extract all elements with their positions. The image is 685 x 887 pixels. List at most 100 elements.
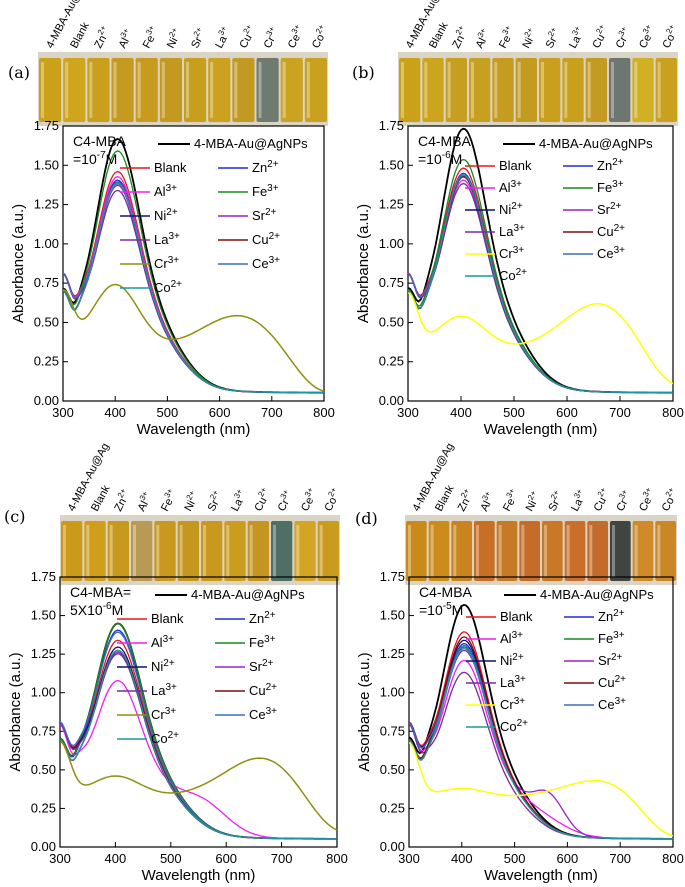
y-tick-label: 0.75 <box>31 723 56 738</box>
vial <box>655 58 677 122</box>
vial-label-charge: 2+ <box>523 26 535 39</box>
vial-label: Ni2+ <box>521 489 544 514</box>
vial-highlight <box>319 525 323 577</box>
vial-label: Cu2+ <box>588 23 612 51</box>
vial <box>84 521 106 581</box>
vial-label-charge: 2+ <box>167 26 179 39</box>
y-tick-label: 0.75 <box>379 275 404 290</box>
legend-entry: 4-MBA-Au@AgNPs <box>540 587 654 602</box>
legend-entry: Ni2+ <box>499 201 523 217</box>
vial-highlight <box>517 62 521 118</box>
legend-entry-base: Sr <box>249 659 263 674</box>
vial-label-base: Fe <box>141 33 158 50</box>
vial <box>135 58 158 122</box>
vial-label-base: Ce <box>299 495 316 513</box>
vial-label-charge: 2+ <box>314 23 326 36</box>
vial-label-charge: 3+ <box>500 24 512 37</box>
x-tick-label: 700 <box>261 405 283 420</box>
legend-entry: Ni2+ <box>151 658 175 674</box>
legend-entry: Ce3+ <box>249 706 277 722</box>
x-tick-label: 800 <box>326 851 348 866</box>
vial-highlight <box>494 62 498 118</box>
x-tick-label: 300 <box>397 405 419 420</box>
legend-entry: La3+ <box>500 674 526 690</box>
vial-label-charge: 2+ <box>526 489 538 502</box>
vial-label-charge: 3+ <box>279 488 291 501</box>
conc-line1: C4-MBA= <box>70 584 131 600</box>
vial <box>131 521 153 581</box>
series-line <box>408 174 673 394</box>
legend-entry-base: Al <box>151 635 163 650</box>
vial <box>515 58 537 122</box>
vial-label-base: Sr <box>544 35 560 51</box>
vial-label-base: Ni <box>165 36 180 51</box>
legend-entry-charge: 2+ <box>269 231 281 242</box>
legend-entry: La3+ <box>151 682 177 698</box>
vial-label: Sr2+ <box>544 488 567 513</box>
vial-label: Cr3+ <box>612 488 635 514</box>
legend-entry: Fe3+ <box>249 634 276 650</box>
conc-line2-part0: =10 <box>419 602 443 618</box>
vial-label: Fe3+ <box>498 487 522 514</box>
vial-highlight <box>133 525 136 577</box>
vial-label-base: Cr <box>276 497 292 513</box>
vial-highlight <box>657 62 661 118</box>
vial-label-charge: 3+ <box>476 26 488 39</box>
vial-label-base: Zn <box>450 33 467 50</box>
x-tick-label: 400 <box>451 851 473 866</box>
vial-label: Co2+ <box>657 486 681 514</box>
vial-label-base: Cu <box>237 32 254 50</box>
vial-label: Sr2+ <box>541 25 564 50</box>
legend-entry: Sr2+ <box>597 201 622 217</box>
vial-label-base: Co <box>310 32 327 50</box>
series-line <box>60 622 337 840</box>
vial-label: Al3+ <box>133 489 155 513</box>
vial-label: Cu2+ <box>235 23 259 51</box>
conc-line2-part0: =10 <box>73 151 97 167</box>
y-tick-label: 1.25 <box>34 197 59 212</box>
vial-label-base: Fe <box>159 496 176 513</box>
series-line <box>63 182 324 394</box>
panel-letter: (a) <box>8 63 30 82</box>
vial <box>154 521 176 581</box>
legend-entry: Sr2+ <box>252 207 277 223</box>
vial <box>406 521 427 581</box>
vial-label-charge: 2+ <box>664 23 676 36</box>
legend-entry: Al3+ <box>499 179 522 195</box>
vial <box>224 521 246 581</box>
vial-label-base: Cu <box>252 495 269 513</box>
y-axis-title: Absorbance (a.u.) <box>10 204 27 323</box>
y-tick-label: 1.50 <box>379 157 404 172</box>
series-line-cr <box>408 292 673 385</box>
legend-entry: Zn2+ <box>598 608 625 624</box>
conc-line2-part1: -6 <box>103 601 112 612</box>
x-tick-label: 800 <box>662 851 684 866</box>
vial-highlight <box>476 525 479 577</box>
legend-entry-base: Ni <box>151 659 163 674</box>
vial-highlight <box>63 525 66 577</box>
legend-entry-charge: 2+ <box>262 658 274 669</box>
vial-highlight <box>453 525 457 577</box>
vial-label-charge: 3+ <box>617 25 629 38</box>
vial-label: Ni2+ <box>518 26 541 51</box>
y-tick-label: 0.25 <box>31 800 56 815</box>
y-tick-label: 1.00 <box>380 685 405 700</box>
vial-highlight <box>273 525 276 577</box>
vial <box>280 58 303 122</box>
legend-entry-charge: 2+ <box>168 730 180 741</box>
legend-entry-base: Ce <box>598 697 615 712</box>
legend-entry-charge: 3+ <box>264 634 276 645</box>
vial <box>492 58 514 122</box>
panel-letter: (b) <box>352 63 375 82</box>
vial-label: Cr3+ <box>259 25 282 51</box>
legend-entry-base: Co <box>154 280 171 295</box>
vial-label-base: Ce <box>637 32 654 50</box>
y-tick-label: 1.50 <box>380 608 405 623</box>
legend-entry: Zn2+ <box>597 157 624 173</box>
vial-label-charge: 3+ <box>264 25 276 38</box>
x-tick-label: 400 <box>450 405 472 420</box>
vial-label-charge: 2+ <box>256 486 268 499</box>
legend-entry-base: Zn <box>249 611 264 626</box>
vial-strip-bg <box>60 515 340 585</box>
vial-label: Blank <box>433 483 457 513</box>
